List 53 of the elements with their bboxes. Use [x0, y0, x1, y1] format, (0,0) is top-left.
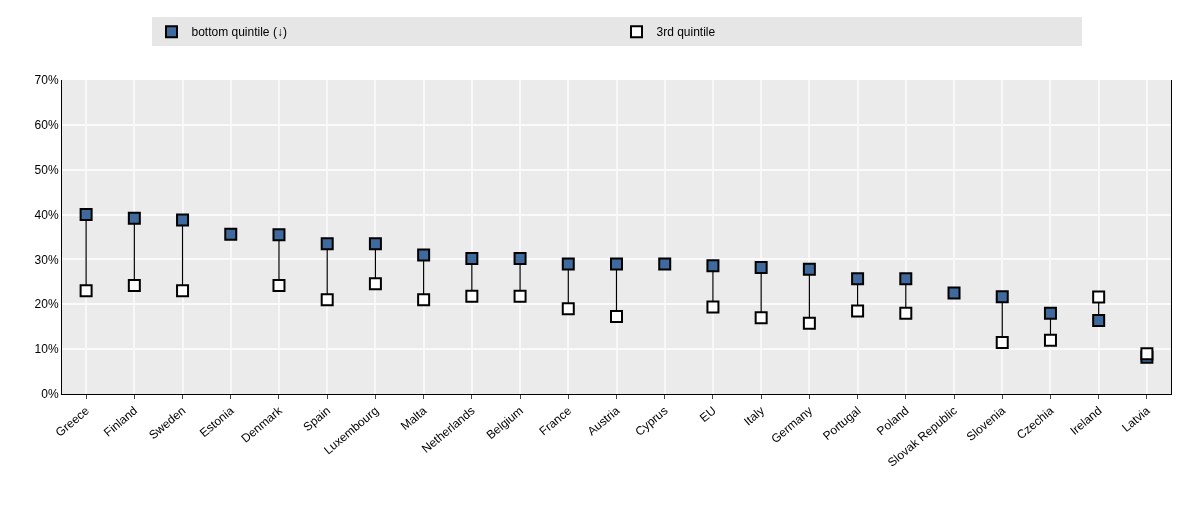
y-tick-label: 10% [34, 342, 59, 357]
point [947, 286, 961, 300]
y-tick-label: 70% [34, 73, 59, 88]
point [224, 227, 238, 241]
point [851, 304, 865, 318]
point [995, 335, 1009, 349]
x-tick-label: EU [696, 403, 719, 426]
y-tick-label: 50% [34, 162, 59, 177]
point [417, 293, 431, 307]
point [79, 208, 93, 222]
point [561, 302, 575, 316]
point [754, 261, 768, 274]
y-tick-label: 60% [34, 118, 59, 133]
point [176, 284, 190, 298]
point [368, 277, 382, 291]
point [320, 237, 334, 251]
legend-label: 3rd quintile [656, 25, 716, 40]
point [272, 278, 286, 292]
point [1043, 333, 1057, 347]
point [320, 293, 334, 307]
point [1092, 313, 1106, 327]
point [417, 248, 431, 262]
point [465, 252, 479, 266]
point [802, 262, 816, 276]
point [465, 289, 479, 303]
point [1092, 290, 1106, 304]
x-tick-label: Italy [741, 403, 767, 429]
point [754, 311, 768, 325]
point [610, 309, 623, 323]
point [658, 257, 672, 271]
point [272, 228, 286, 242]
legend-label: bottom quintile (↓) [191, 25, 287, 40]
point [802, 316, 816, 330]
point [561, 257, 575, 271]
y-tick-label: 30% [34, 252, 59, 267]
y-tick-label: 20% [34, 297, 59, 312]
point [899, 272, 913, 286]
point [706, 300, 720, 314]
point [851, 272, 865, 286]
point [176, 213, 190, 227]
y-tick-label: 40% [34, 207, 59, 222]
point [127, 278, 141, 292]
point [995, 290, 1009, 304]
point [706, 259, 720, 273]
point [513, 289, 527, 303]
point [610, 257, 623, 271]
point [899, 306, 913, 320]
point [127, 211, 141, 225]
y-tick-label: 0% [41, 387, 59, 402]
point [513, 252, 527, 266]
point [1043, 306, 1057, 320]
point [79, 284, 93, 298]
point [368, 237, 382, 251]
